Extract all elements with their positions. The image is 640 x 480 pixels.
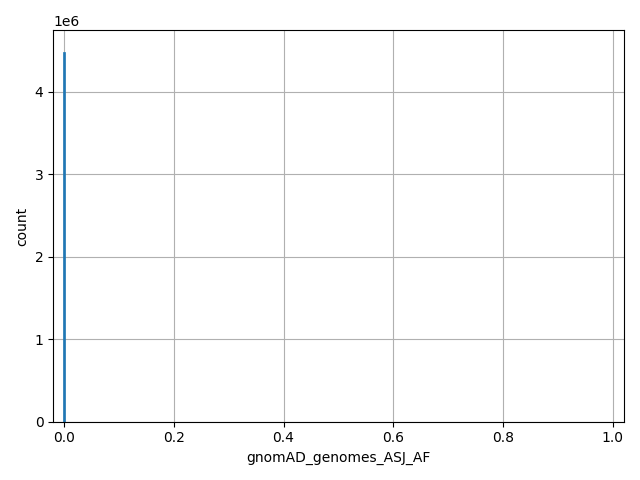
Bar <box>63 52 65 422</box>
Y-axis label: count: count <box>15 206 29 245</box>
X-axis label: gnomAD_genomes_ASJ_AF: gnomAD_genomes_ASJ_AF <box>246 451 431 465</box>
